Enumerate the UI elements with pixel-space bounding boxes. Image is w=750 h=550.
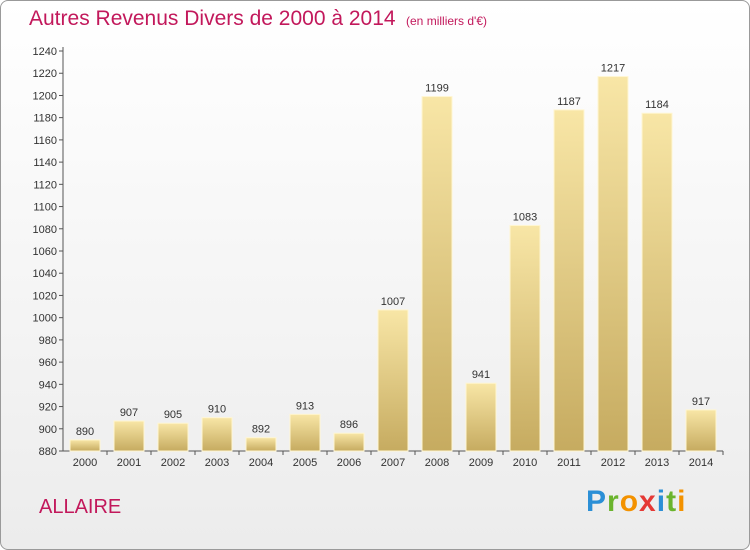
y-tick-label: 1040: [33, 268, 57, 280]
y-tick-label: 1120: [33, 179, 57, 191]
y-tick-label: 1240: [33, 46, 57, 58]
bar-2001: [113, 420, 145, 452]
bar-value-label: 1217: [601, 63, 625, 75]
proxiti-logo: Proxiti: [586, 485, 687, 518]
bar-2000: [69, 439, 101, 452]
x-tick-label: 2012: [601, 457, 625, 469]
x-tick-label: 2009: [469, 457, 493, 469]
x-tick-label: 2005: [293, 457, 317, 469]
bar-2006: [333, 432, 365, 452]
bar-value-label: 896: [340, 419, 358, 431]
bar-value-label: 1184: [645, 99, 669, 111]
chart-title-block: Autres Revenus Divers de 2000 à 2014 (en…: [29, 7, 487, 31]
x-tick-label: 2003: [205, 457, 229, 469]
commune-name: ALLAIRE: [39, 496, 122, 518]
bar-value-label: 1187: [557, 96, 581, 108]
bar-2005: [289, 413, 321, 452]
x-tick-label: 2004: [249, 457, 273, 469]
bar-2012: [597, 76, 629, 452]
bar-value-label: 905: [164, 409, 182, 421]
y-tick-label: 980: [39, 335, 57, 347]
y-tick-label: 1200: [33, 90, 57, 102]
bar-2013: [641, 112, 673, 452]
bar-2002: [157, 422, 189, 452]
x-axis: 2000 2001 2002 2003 2004 2005 2006 2007 2008 2009…: [63, 450, 724, 469]
bar-value-label: 910: [208, 404, 226, 416]
bar-value-label: 941: [472, 369, 490, 381]
y-tick-label: 1020: [33, 290, 57, 302]
y-tick-label: 880: [39, 446, 57, 458]
x-tick-label: 2001: [117, 457, 141, 469]
x-tick-label: 2002: [161, 457, 185, 469]
bar-value-label: 1199: [425, 83, 449, 95]
y-tick-label: 940: [39, 379, 57, 391]
bar-value-label: 913: [296, 400, 314, 412]
y-tick-label: 1140: [33, 157, 57, 169]
y-tick-label: 1220: [33, 68, 57, 80]
y-tick-label: 900: [39, 424, 57, 436]
x-tick-label: 2011: [557, 457, 581, 469]
bars-group: 890 907 905 910 892 913 896 1007 1199 941 1083 1187…: [69, 63, 717, 452]
y-tick-label: 1000: [33, 313, 57, 325]
y-tick-label: 920: [39, 402, 57, 414]
y-tick-label: 1180: [33, 113, 57, 125]
bar-2004: [245, 437, 277, 452]
x-tick-label: 2008: [425, 457, 449, 469]
chart-title: Autres Revenus Divers de 2000 à 2014: [29, 7, 396, 30]
bar-2003: [201, 417, 233, 452]
x-tick-label: 2014: [689, 457, 713, 469]
x-tick-label: 2006: [337, 457, 361, 469]
y-axis: 880 900 920 940 960 980 1000 1020 1040 1060 1080 11…: [33, 46, 64, 458]
bar-2014: [685, 409, 717, 452]
y-tick-label: 1100: [33, 202, 57, 214]
chart-unit-note: (en milliers d'€): [406, 14, 487, 28]
y-tick-label: 1060: [33, 246, 57, 258]
y-tick-label: 960: [39, 357, 57, 369]
y-tick-label: 1080: [33, 224, 57, 236]
bar-2007: [377, 309, 409, 452]
bar-value-label: 890: [76, 426, 94, 438]
x-tick-label: 2013: [645, 457, 669, 469]
bar-value-label: 907: [120, 407, 138, 419]
bar-2010: [509, 224, 541, 452]
bar-2009: [465, 382, 497, 452]
bar-2011: [553, 109, 585, 452]
bar-value-label: 1007: [381, 296, 405, 308]
bar-value-label: 1083: [513, 211, 537, 223]
x-tick-label: 2007: [381, 457, 405, 469]
bar-value-label: 917: [692, 396, 710, 408]
x-tick-label: 2000: [73, 457, 97, 469]
x-tick-label: 2010: [513, 457, 537, 469]
bar-2008: [421, 96, 453, 452]
y-tick-label: 1160: [33, 135, 57, 147]
bar-value-label: 892: [252, 424, 270, 436]
